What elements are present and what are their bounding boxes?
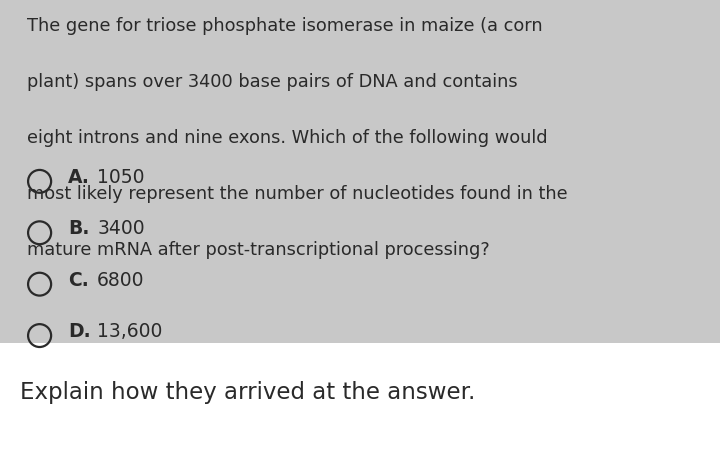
Text: 3400: 3400 xyxy=(97,219,145,238)
Text: Explain how they arrived at the answer.: Explain how they arrived at the answer. xyxy=(20,381,475,404)
Text: most likely represent the number of nucleotides found in the: most likely represent the number of nucl… xyxy=(27,185,568,203)
Text: eight introns and nine exons. Which of the following would: eight introns and nine exons. Which of t… xyxy=(27,129,548,147)
Text: D.: D. xyxy=(68,322,91,341)
Text: 13,600: 13,600 xyxy=(97,322,163,341)
Text: 1050: 1050 xyxy=(97,168,145,187)
Text: mature mRNA after post-transcriptional processing?: mature mRNA after post-transcriptional p… xyxy=(27,241,490,259)
Text: plant) spans over 3400 base pairs of DNA and contains: plant) spans over 3400 base pairs of DNA… xyxy=(27,73,518,91)
Text: The gene for triose phosphate isomerase in maize (a corn: The gene for triose phosphate isomerase … xyxy=(27,17,543,35)
Text: 6800: 6800 xyxy=(97,271,145,290)
Text: A.: A. xyxy=(68,168,90,187)
Text: C.: C. xyxy=(68,271,89,290)
Text: B.: B. xyxy=(68,219,90,238)
FancyBboxPatch shape xyxy=(0,0,720,343)
